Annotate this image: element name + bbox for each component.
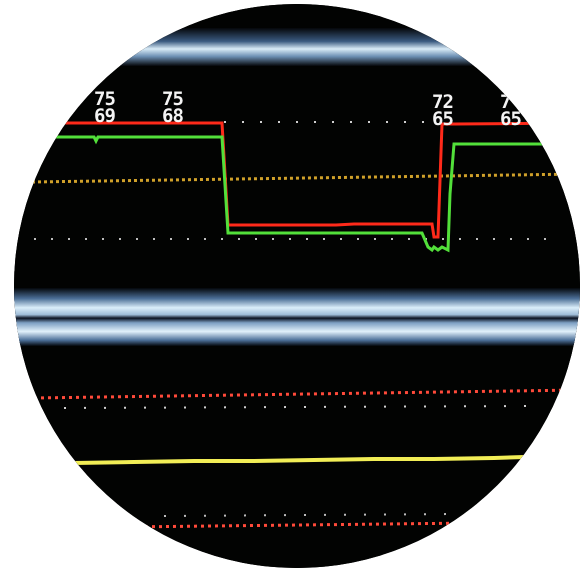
readout-2: 75 68 [162, 88, 184, 127]
readout-4-upper: 7 [500, 91, 511, 113]
bottom-red-dotted-trace [123, 521, 475, 529]
readout-1-lower: 69 [94, 105, 115, 127]
readout-1: 75 69 [94, 88, 116, 127]
middle-bezel-divider [14, 288, 580, 346]
readout-2-lower: 68 [162, 105, 183, 127]
top-bezel-reflection [14, 28, 580, 66]
screen-background [14, 4, 580, 568]
readout-3: 72 65 [432, 91, 454, 130]
reference-dots-upper [34, 121, 554, 240]
threshold-dotted-line [31, 172, 580, 184]
lower-red-dotted-trace [33, 388, 580, 400]
monitor-photo: 75 69 75 68 72 65 7 65 [14, 4, 580, 568]
readout-3-upper: 72 [432, 91, 453, 113]
readout-2-upper: 75 [162, 88, 183, 110]
yellow-trace [73, 455, 525, 465]
green-trace [54, 135, 580, 253]
readout-4-lower: 65 [500, 108, 521, 130]
readout-4: 7 65 [500, 91, 522, 130]
monitor-screen: 75 69 75 68 72 65 7 65 [14, 4, 580, 568]
readout-3-lower: 65 [432, 108, 453, 130]
lower-white-dots [63, 405, 535, 517]
readout-1-upper: 75 [94, 88, 115, 110]
